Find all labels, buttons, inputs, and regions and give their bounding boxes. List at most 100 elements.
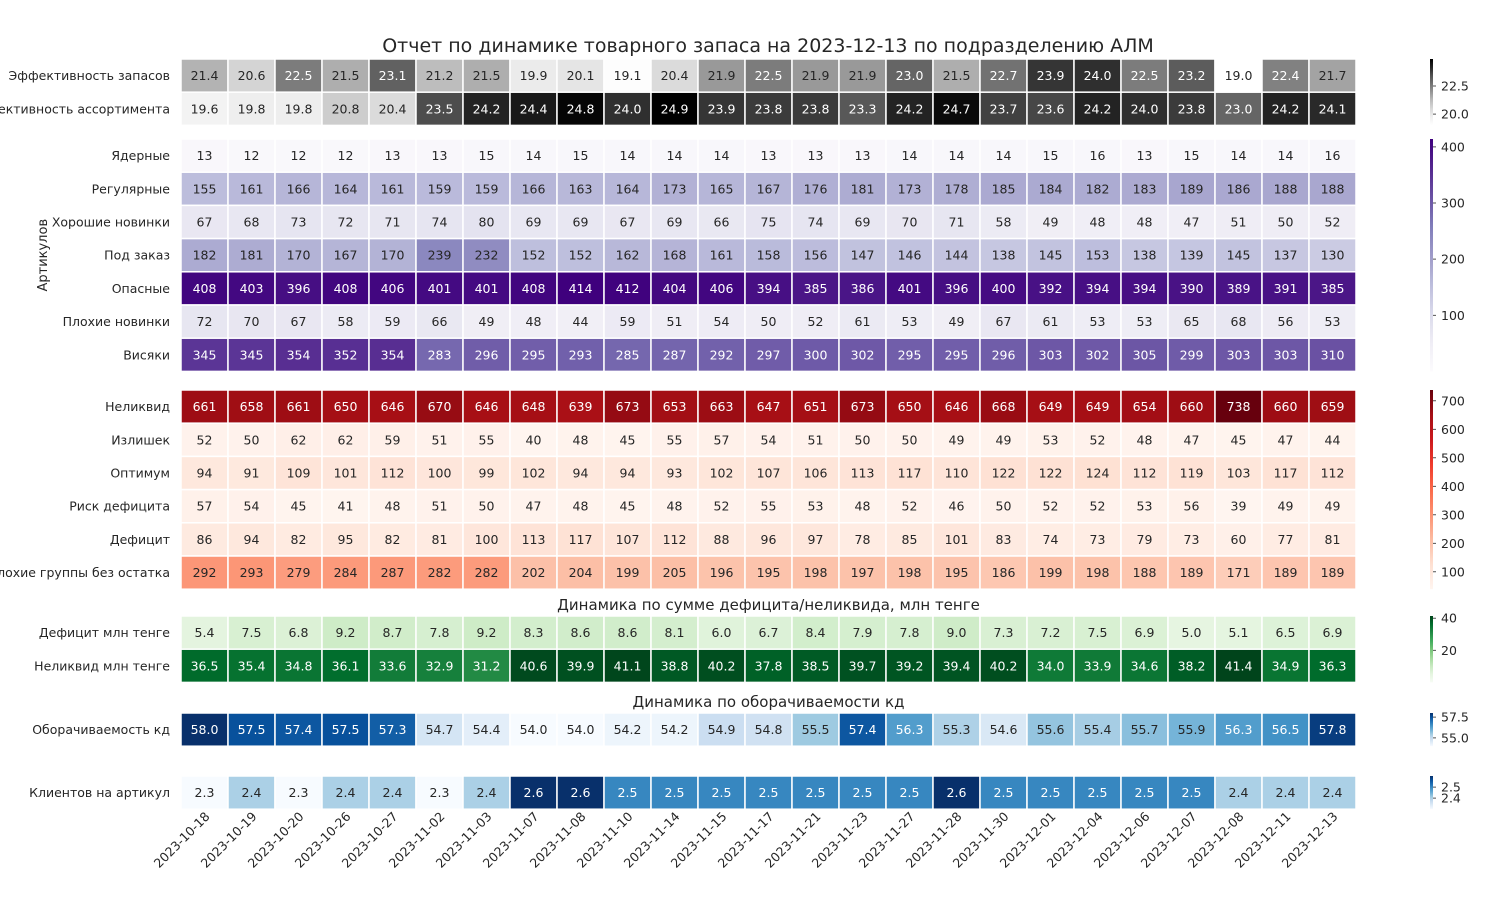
cell-value: 7.5	[1088, 625, 1108, 640]
cell-value: 23.3	[849, 101, 877, 116]
cell-value: 8.3	[524, 625, 544, 640]
cell-value: 117	[569, 532, 593, 547]
cell-value: 295	[898, 347, 922, 362]
cell-value: 80	[479, 215, 495, 230]
heatmap-cell	[650, 138, 699, 173]
heatmap-cell	[462, 555, 511, 590]
cell-value: 394	[757, 281, 781, 296]
cell-value: 52	[197, 432, 213, 447]
cell-value: 48	[526, 314, 542, 329]
heatmap-cell	[556, 237, 605, 273]
heatmap-cell	[462, 422, 511, 458]
heatmap-cell	[227, 615, 276, 650]
cell-value: 83	[996, 532, 1012, 547]
cell-value: 2.6	[524, 785, 544, 800]
cell-value: 6.8	[289, 625, 309, 640]
heatmap-cell	[838, 648, 887, 684]
cell-value: 50	[996, 499, 1012, 514]
heatmap-cell	[227, 488, 276, 524]
heatmap-cell	[838, 488, 887, 524]
heatmap-cell	[1214, 304, 1263, 339]
cell-value: 653	[663, 399, 687, 414]
heatmap-cell	[274, 555, 323, 590]
heatmap-cell	[932, 712, 981, 747]
cell-value: 39.9	[567, 658, 595, 673]
cell-value: 19.8	[285, 101, 313, 116]
cell-value: 52	[902, 499, 918, 514]
cell-value: 2.5	[618, 785, 638, 800]
cell-value: 15	[1043, 148, 1059, 163]
cell-value: 23.9	[1037, 68, 1065, 83]
heatmap-cell	[932, 522, 981, 557]
cell-value: 188	[1321, 181, 1345, 196]
cell-value: 6.0	[712, 625, 732, 640]
cell-value: 109	[287, 466, 311, 481]
heatmap-cell	[556, 91, 605, 127]
row-label: Ядерные	[111, 148, 170, 163]
cell-value: 49	[949, 314, 965, 329]
row-label: Плохие группы без остатка	[0, 565, 170, 580]
heatmap-cell	[462, 712, 511, 747]
heatmap-cell	[838, 615, 887, 650]
cell-value: 385	[1321, 281, 1345, 296]
cell-value: 101	[945, 532, 969, 547]
cell-value: 205	[663, 565, 687, 580]
cell-value: 147	[851, 248, 875, 263]
cell-value: 51	[667, 314, 683, 329]
cell-value: 13	[385, 148, 401, 163]
heatmap-cell	[509, 555, 558, 590]
colorbar-tick-label: 2.5	[1441, 780, 1461, 795]
cell-value: 72	[338, 215, 354, 230]
heatmap-cell	[556, 555, 605, 590]
cell-value: 189	[1321, 565, 1345, 580]
heatmap-cell	[979, 237, 1028, 273]
cell-value: 103	[1227, 466, 1251, 481]
row-label: Неликвид	[105, 399, 170, 414]
cell-value: 16	[1325, 148, 1341, 163]
colorbar-tick-label: 200	[1441, 536, 1465, 551]
cell-value: 122	[992, 466, 1016, 481]
heatmap-cell	[509, 648, 558, 684]
heatmap-cell	[180, 775, 229, 810]
heatmap-cell	[556, 648, 605, 684]
heatmap-cell	[1073, 648, 1122, 684]
heatmap-cell	[1308, 775, 1357, 810]
cell-value: 14	[949, 148, 965, 163]
cell-value: 292	[710, 347, 734, 362]
cell-value: 293	[240, 565, 264, 580]
cell-value: 69	[526, 215, 542, 230]
cell-value: 53	[808, 499, 824, 514]
cell-value: 7.8	[900, 625, 920, 640]
cell-value: 155	[193, 181, 217, 196]
heatmap-cell	[556, 455, 605, 491]
cell-value: 57.4	[285, 722, 313, 737]
cell-value: 354	[287, 347, 311, 362]
cell-value: 8.7	[383, 625, 403, 640]
cell-value: 282	[475, 565, 499, 580]
cell-value: 305	[1133, 347, 1157, 362]
heatmap-cell	[650, 304, 699, 339]
heatmap-cell	[603, 337, 652, 373]
cell-value: 649	[1039, 399, 1063, 414]
cell-value: 2.4	[1276, 785, 1296, 800]
cell-value: 57.5	[238, 722, 266, 737]
cell-value: 52	[714, 499, 730, 514]
cell-value: 24.0	[1131, 101, 1159, 116]
heatmap-cell	[838, 389, 887, 424]
cell-value: 94	[620, 466, 636, 481]
cell-value: 41	[338, 499, 354, 514]
cell-value: 48	[1090, 215, 1106, 230]
cell-value: 14	[996, 148, 1012, 163]
cell-value: 54.7	[426, 722, 454, 737]
heatmap-cell	[1167, 337, 1216, 373]
row-label: Клиентов на артикул	[29, 785, 170, 800]
heatmap-cell	[1167, 488, 1216, 524]
cell-value: 68	[244, 215, 260, 230]
cell-value: 55.4	[1084, 722, 1112, 737]
cell-value: 54.9	[708, 722, 736, 737]
heatmap-cell	[180, 648, 229, 684]
cell-value: 23.0	[896, 68, 924, 83]
heatmap-cell	[274, 712, 323, 747]
cell-value: 284	[334, 565, 358, 580]
heatmap-cell	[1073, 775, 1122, 810]
